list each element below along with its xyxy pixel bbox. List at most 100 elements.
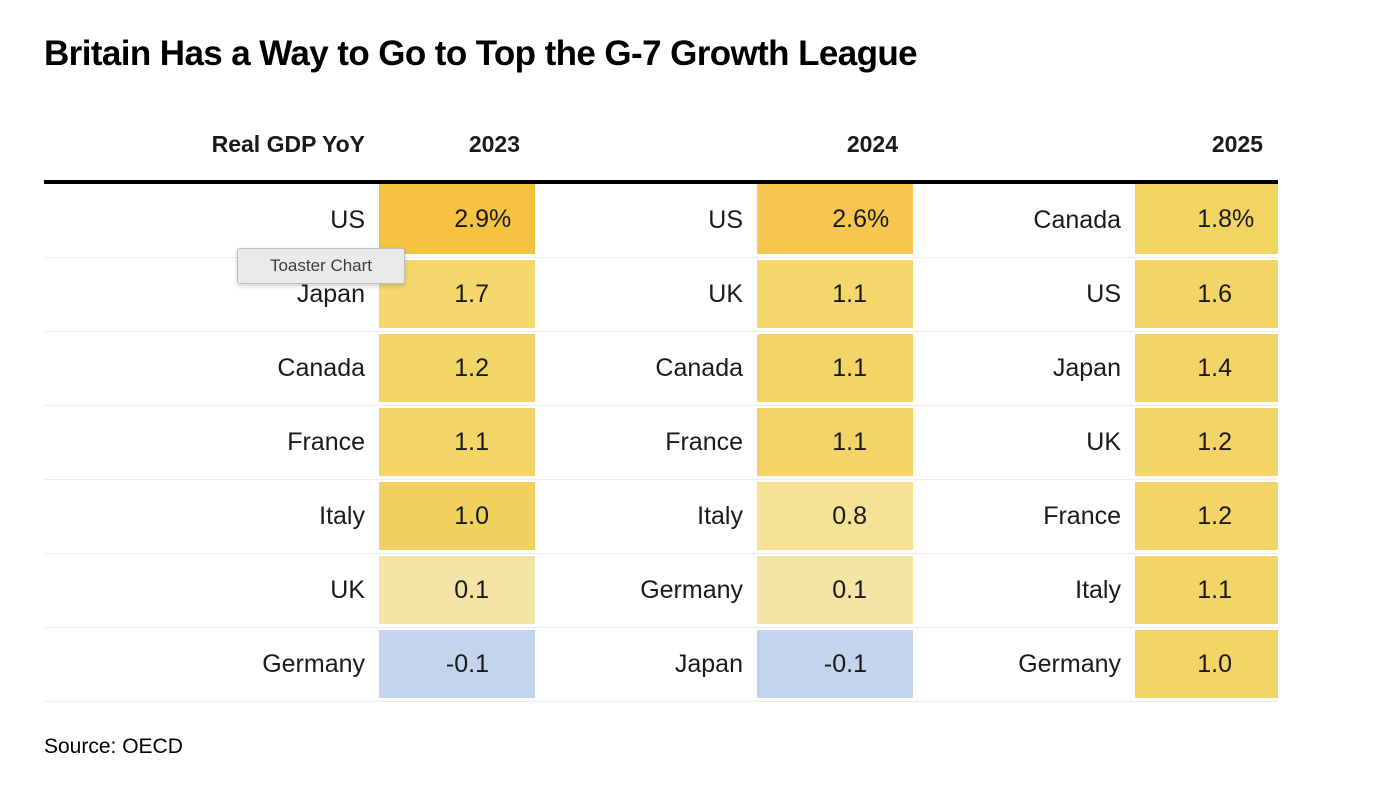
country-label: France: [665, 428, 743, 456]
value-cell: 1.1: [757, 406, 913, 479]
value-cell: 1.4: [1135, 332, 1278, 405]
country-label: Canada: [277, 354, 365, 382]
value-cell: 1.0: [1135, 628, 1278, 701]
table-row: Canada 1.2 Canada 1.1 Japan 1.4: [44, 332, 1278, 406]
value-number: 1.0: [1197, 649, 1232, 678]
value-fill: 1.6: [1135, 260, 1278, 328]
value-number: 1.1: [832, 353, 867, 382]
value-suffix: %: [489, 204, 512, 233]
value-fill: 1.4: [1135, 334, 1278, 402]
country-label: Italy: [319, 502, 365, 530]
value-cell: 0.1: [757, 554, 913, 627]
value-fill: 2.6%: [757, 184, 913, 254]
value-fill: 1.0: [379, 482, 535, 550]
value-fill: 1.2: [379, 334, 535, 402]
value-cell: 1.7: [379, 258, 535, 331]
table-row: US 2.9% US 2.6% Canada 1.8%: [44, 184, 1278, 258]
value-number: 1.1: [832, 427, 867, 456]
country-label: UK: [708, 280, 743, 308]
value-suffix: %: [867, 204, 890, 233]
value-fill: 1.8%: [1135, 184, 1278, 254]
value-fill: 1.1: [757, 408, 913, 476]
value-cell: 1.2: [379, 332, 535, 405]
value-cell: 2.6%: [757, 184, 913, 257]
country-label: Germany: [262, 650, 365, 678]
value-cell: 1.0: [379, 480, 535, 553]
value-fill: 1.1: [379, 408, 535, 476]
country-label: UK: [1086, 428, 1121, 456]
country-label: US: [330, 206, 365, 234]
table-row: UK 0.1 Germany 0.1 Italy 1.1: [44, 554, 1278, 628]
value-fill: 0.8: [757, 482, 913, 550]
value-number: 1.2: [1197, 427, 1232, 456]
tooltip-text: Toaster Chart: [269, 256, 373, 275]
value-cell: 1.2: [1135, 480, 1278, 553]
value-cell: 1.1: [757, 332, 913, 405]
table-row: Germany -0.1 Japan -0.1 Germany 1.0: [44, 628, 1278, 702]
value-number: 1.1: [454, 427, 489, 456]
value-fill: 1.2: [1135, 482, 1278, 550]
value-number: 1.4: [1197, 353, 1232, 382]
page-title: Britain Has a Way to Go to Top the G-7 G…: [44, 34, 918, 73]
source-note: Source: OECD: [44, 735, 183, 758]
value-fill: -0.1: [379, 630, 535, 698]
table-row: France 1.1 France 1.1 UK 1.2: [44, 406, 1278, 480]
value-fill: 2.9%: [379, 184, 535, 254]
value-fill: 0.1: [757, 556, 913, 624]
value-cell: 1.1: [379, 406, 535, 479]
value-cell: -0.1: [379, 628, 535, 701]
tooltip: Toaster Chart: [237, 248, 405, 284]
value-number: 0.1: [832, 575, 867, 604]
country-label: Italy: [1075, 576, 1121, 604]
country-label: UK: [330, 576, 365, 604]
value-number: 0.1: [454, 575, 489, 604]
value-number: 1.1: [832, 279, 867, 308]
value-cell: 1.1: [757, 258, 913, 331]
country-label: Canada: [655, 354, 743, 382]
table-row: Italy 1.0 Italy 0.8 France 1.2: [44, 480, 1278, 554]
country-label: Italy: [697, 502, 743, 530]
country-label: Japan: [1052, 354, 1121, 382]
value-cell: 0.1: [379, 554, 535, 627]
value-fill: 0.1: [379, 556, 535, 624]
value-fill: 1.0: [1135, 630, 1278, 698]
value-fill: 1.1: [757, 260, 913, 328]
country-label: US: [1086, 280, 1121, 308]
value-suffix: %: [1232, 204, 1255, 233]
year-header-2024: 2024: [846, 131, 898, 157]
country-label: France: [1043, 502, 1121, 530]
value-fill: 1.1: [1135, 556, 1278, 624]
country-label: Japan: [674, 650, 743, 678]
metric-label: Real GDP YoY: [211, 131, 365, 157]
country-label: Japan: [296, 280, 365, 308]
value-cell: 1.2: [1135, 406, 1278, 479]
value-number: 1.0: [454, 501, 489, 530]
value-fill: 1.1: [757, 334, 913, 402]
table-body: US 2.9% US 2.6% Canada 1.8% Japan 1.7 UK 1.1 US 1.6…: [44, 184, 1278, 702]
gdp-table: Real GDP YoY 2023 2024 2025 US 2.9% US 2.6%…: [44, 118, 1278, 702]
value-number: 2.9: [454, 204, 489, 233]
header-rule: [44, 180, 1278, 184]
value-number: 1.7: [454, 279, 489, 308]
value-cell: 0.8: [757, 480, 913, 553]
value-cell: -0.1: [757, 628, 913, 701]
country-label: US: [708, 206, 743, 234]
country-label: Canada: [1033, 206, 1121, 234]
value-number: 2.6: [832, 204, 867, 233]
country-label: Germany: [640, 576, 743, 604]
value-number: 1.2: [454, 353, 489, 382]
table-header-row: Real GDP YoY 2023 2024 2025: [44, 118, 1278, 180]
value-cell: 2.9%: [379, 184, 535, 257]
value-number: 0.8: [832, 501, 867, 530]
value-fill: -0.1: [757, 630, 913, 698]
value-number: -0.1: [445, 649, 489, 678]
year-header-2023: 2023: [468, 131, 520, 157]
value-cell: 1.1: [1135, 554, 1278, 627]
year-header-2025: 2025: [1211, 131, 1263, 157]
value-fill: 1.2: [1135, 408, 1278, 476]
value-number: 1.2: [1197, 501, 1232, 530]
value-cell: 1.8%: [1135, 184, 1278, 257]
value-number: 1.1: [1197, 575, 1232, 604]
country-label: Germany: [1018, 650, 1121, 678]
